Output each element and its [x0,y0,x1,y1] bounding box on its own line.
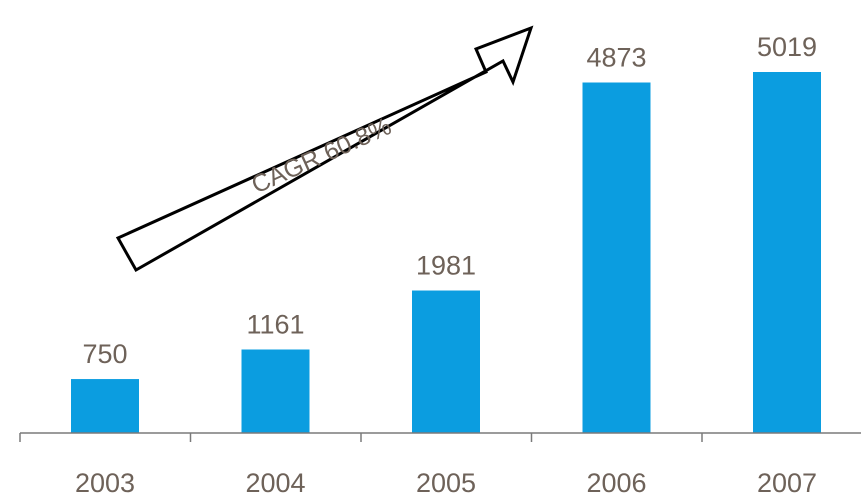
cagr-annotation: CAGR 60.8% [115,25,534,273]
cagr-label: CAGR 60.8% [247,112,395,199]
cagr-arrow-shape [115,25,534,273]
x-tick-labels: 2003 2004 2005 2006 2007 [75,468,817,498]
value-labels-layer: 750 1161 1981 4873 5019 [82,32,817,369]
bar-2004 [241,349,310,433]
x-tick-label-2007: 2007 [757,468,817,498]
bars-layer [71,72,821,434]
x-tick-label-2004: 2004 [245,468,305,498]
bar-2003 [71,379,139,433]
data-label-2007: 5019 [757,32,817,62]
data-label-2003: 750 [82,339,127,369]
bar-2007 [753,72,821,433]
x-axis [19,432,861,442]
data-label-2004: 1161 [246,309,304,339]
bar-2005 [412,290,480,433]
x-tick-label-2006: 2006 [586,468,646,498]
data-label-2005: 1981 [416,251,476,281]
x-tick-label-2003: 2003 [75,468,135,498]
data-label-2006: 4873 [586,43,646,73]
bar-2006 [582,82,651,434]
x-tick-label-2005: 2005 [416,468,476,498]
